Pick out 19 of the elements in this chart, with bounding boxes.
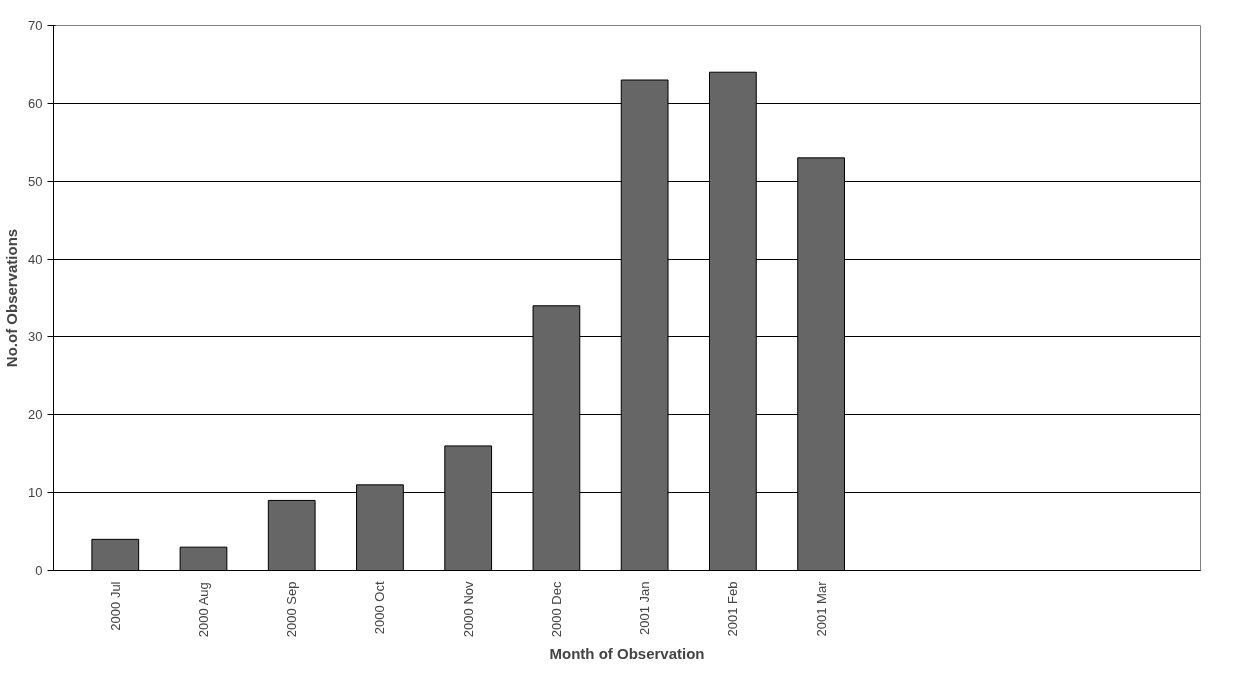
x-tick-label: 2001 Mar [813,580,829,637]
y-tick-label: 10 [28,485,43,501]
y-tick-label: 20 [28,407,43,423]
x-tick-label: 2001 Jan [637,581,653,635]
x-tick-label: 2000 Dec [548,581,564,638]
y-tick-label: 0 [35,563,43,578]
y-tick-label: 30 [28,329,43,345]
x-tick-label: 2000 Sep [284,581,300,638]
x-tick-label: 2001 Feb [725,581,741,637]
y-tick-label: 60 [28,95,43,111]
y-tick-label: 70 [28,18,43,33]
x-tick-label: 2000 Oct [372,581,388,635]
x-axis-title: Month of Observation [549,645,705,663]
y-axis-title: No.of Observations [3,228,21,368]
y-tick-label: 40 [28,251,43,267]
y-tick-label: 50 [28,173,43,189]
x-tick-label: 2000 Nov [460,581,476,638]
x-tick-label: 2000 Aug [195,582,211,638]
x-tick-label: 2000 Jul [107,581,123,631]
